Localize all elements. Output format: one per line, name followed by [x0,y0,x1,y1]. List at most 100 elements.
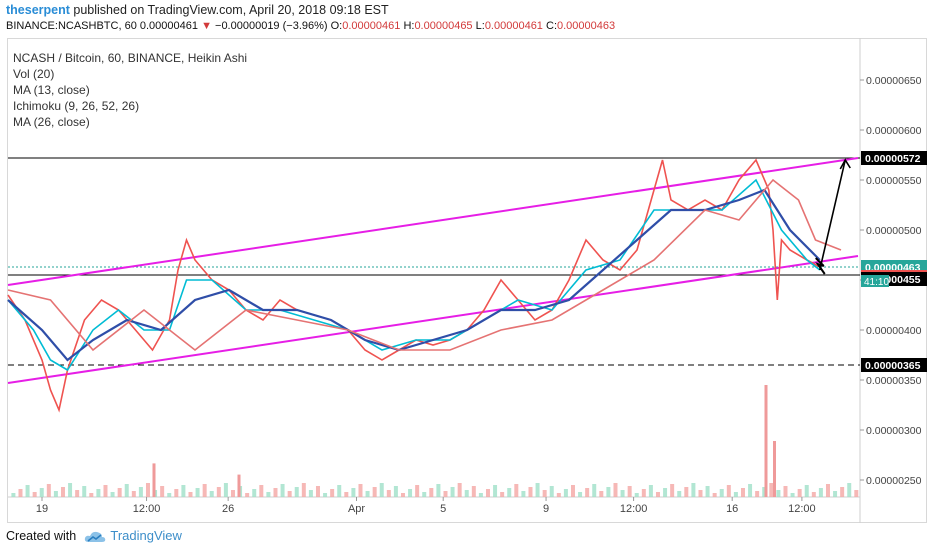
legend-ichimoku[interactable]: Ichimoku (9, 26, 52, 26) [13,99,140,113]
volume-bar [840,487,845,497]
volume-bar [266,492,271,497]
high-label: H: [403,20,415,32]
volume-bar [422,492,427,497]
volume-bar [818,488,823,497]
volume-spike [764,385,768,497]
publish-line: theserpent published on TradingView.com,… [6,3,389,17]
volume-bar [216,487,221,497]
volume-bar [450,487,455,497]
volume-bar [606,487,611,497]
volume-bar [39,488,44,497]
x-tick-label: 12:00 [620,503,648,515]
volume-bar [535,483,540,497]
volume-bar [776,490,781,497]
y-tick-label: 0.00000400 [866,325,922,337]
volume-bar [124,484,129,497]
volume-bar [655,492,660,497]
volume-bar [592,484,597,497]
volume-bar [797,489,802,497]
low-label: L: [475,20,485,32]
volume-bar [478,493,483,497]
volume-bar [712,493,717,497]
price-label-box [861,151,927,165]
volume-bar [202,484,207,497]
down-arrow-icon: ▼ [201,20,212,32]
footer-bar: Created with TradingView [0,524,932,550]
volume-bar [769,483,774,497]
volume-bar [464,490,469,497]
volume-bar [18,489,23,497]
volume-bar [330,489,335,497]
volume-bar [358,484,363,497]
volume-bar [684,487,689,497]
channel-upper-line [7,157,859,286]
series-line [7,178,842,352]
legend-title[interactable]: NCASH / Bitcoin, 60, BINANCE, Heikin Ash… [13,51,248,65]
volume-bar [11,493,16,497]
volume-bar [252,489,257,497]
volume-bar [500,492,505,497]
volume-bar [542,490,547,497]
volume-bar [762,487,767,497]
volume-bar [677,491,682,497]
volume-bar [372,487,377,497]
volume-bar [188,492,193,497]
volume-bar [230,490,235,497]
volume-bar [634,493,639,497]
volume-bar [386,490,391,497]
author-link[interactable]: theserpent [6,3,70,17]
volume-bar [223,483,228,497]
chart-legend: NCASH / Bitcoin, 60, BINANCE, Heikin Ash… [13,50,247,130]
volume-bar [755,491,760,497]
volume-bar [138,487,143,497]
volume-bar [811,492,816,497]
published-text: published on TradingView.com, April 20, … [73,3,389,17]
volume-bar [429,488,434,497]
volume-bar [748,484,753,497]
symbol-label: BINANCE:NCASHBTC, 60 [6,20,137,32]
volume-bar [833,491,838,497]
volume-bar [337,485,342,497]
tradingview-logo[interactable]: TradingView [83,528,182,545]
volume-bar [457,483,462,497]
projection-arrow [818,159,847,271]
volume-bar [273,488,278,497]
legend-vol[interactable]: Vol (20) [13,67,55,81]
y-tick-label: 0.00000350 [866,375,922,387]
last-price: 0.00000461 [139,20,198,32]
y-tick-label: 0.00000500 [866,225,922,237]
lightning-icon [815,257,826,275]
volume-bar [53,491,58,497]
close-label: C: [546,20,557,32]
volume-bar [485,489,490,497]
x-tick-label: 19 [36,503,48,515]
volume-bar [790,493,795,497]
volume-bar [570,485,575,497]
volume-bar [308,490,313,497]
legend-ma13[interactable]: MA (13, close) [13,83,90,97]
y-tick-label: 0.00000650 [866,75,922,87]
open-value: 0.00000461 [342,20,401,32]
volume-bar [181,485,186,497]
y-tick-label: 0.00000300 [866,425,922,437]
volume-bar [96,489,101,497]
volume-bar [549,486,554,497]
price-label: 0.00000365 [865,360,921,372]
ohlc-line: BINANCE:NCASHBTC, 60 0.00000461 ▼ −0.000… [6,20,615,32]
volume-spike [237,474,241,497]
volume-bar [301,483,306,497]
y-tick-label: 0.00000600 [866,125,922,137]
volume-bar [563,489,568,497]
volume-bar [75,490,80,497]
volume-bar [648,485,653,497]
volume-bar [825,484,830,497]
y-tick-label: 0.00000550 [866,175,922,187]
volume-bar [627,486,632,497]
legend-ma26[interactable]: MA (26, close) [13,115,90,129]
volume-bar [471,486,476,497]
y-tick-label: 0.00000250 [866,475,922,487]
volume-bar [117,488,122,497]
countdown-label: 41:10 [864,277,889,288]
volume-bar [804,485,809,497]
